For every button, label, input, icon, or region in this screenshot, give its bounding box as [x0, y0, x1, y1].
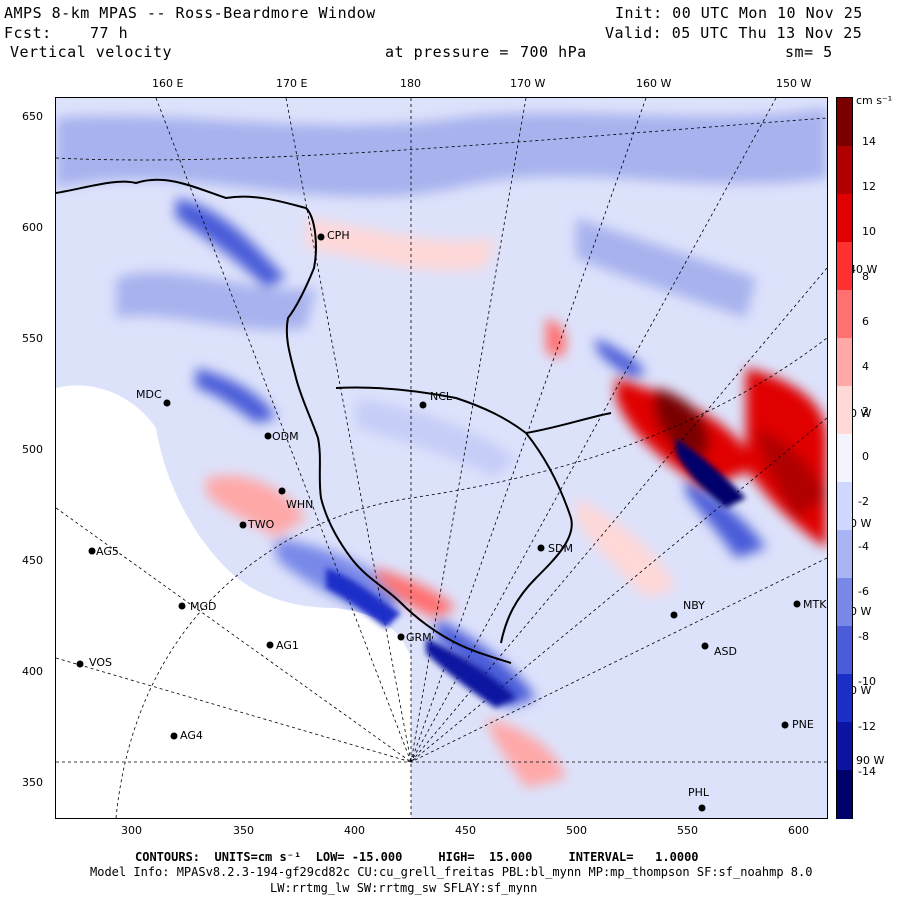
- ascent-areas: [206, 218, 827, 788]
- colorbar-segment: [837, 530, 852, 579]
- colorbar-tick-label: -10: [858, 675, 876, 688]
- station-label: NBY: [683, 599, 705, 612]
- x-tick-350: 350: [233, 824, 254, 837]
- pressure-level: 700 hPa: [520, 43, 587, 61]
- colorbar-segment: [837, 98, 852, 147]
- forecast-label: Fcst:: [4, 24, 52, 42]
- station-label: SDM: [548, 542, 573, 555]
- colorbar-tick-label: 0: [862, 450, 869, 463]
- station-label: GRM: [406, 631, 432, 644]
- y-tick-400: 400: [22, 665, 43, 678]
- forecast-hour: 77 h: [90, 24, 129, 42]
- pressure-label: at pressure =: [385, 43, 509, 61]
- colorbar-tick-label: 6: [862, 315, 869, 328]
- valid-time: Valid: 05 UTC Thu 13 Nov 25: [605, 24, 863, 42]
- station-label: MGD: [190, 600, 217, 613]
- lon-label-170w: 170 W: [510, 77, 546, 90]
- colorbar-segment: [837, 770, 852, 819]
- station-label: TWO: [248, 518, 275, 531]
- colorbar-tick-label: 12: [862, 180, 876, 193]
- station-label: AG5: [96, 545, 119, 558]
- coastal-mountain-wave: [326, 438, 746, 708]
- colorbar-tick-label: 2: [862, 405, 869, 418]
- station-label: ASD: [714, 645, 737, 658]
- colorbar-tick-label: -12: [858, 720, 876, 733]
- colorbar-tick-label: -2: [858, 495, 869, 508]
- colorbar-tick-label: 8: [862, 270, 869, 283]
- model-info: Model Info: MPASv8.2.3-194-gf29cd82c CU:…: [90, 865, 813, 879]
- y-tick-500: 500: [22, 443, 43, 456]
- y-tick-600: 600: [22, 221, 43, 234]
- colorbar-segment: [837, 194, 852, 243]
- colorbar-segment: [837, 338, 852, 387]
- station-label: AG1: [276, 639, 299, 652]
- lon-label-160e: 160 E: [152, 77, 184, 90]
- field-name: Vertical velocity: [10, 43, 173, 61]
- station-label: NCL: [430, 390, 453, 403]
- colorbar: [836, 97, 853, 819]
- x-tick-450: 450: [455, 824, 476, 837]
- lon-label-180: 180: [400, 77, 421, 90]
- x-tick-500: 500: [566, 824, 587, 837]
- colorbar-segment: [837, 434, 852, 483]
- colorbar-segment: [837, 146, 852, 195]
- y-tick-650: 650: [22, 110, 43, 123]
- x-tick-400: 400: [344, 824, 365, 837]
- graticule: [56, 98, 827, 818]
- y-tick-350: 350: [22, 776, 43, 789]
- colorbar-segment: [837, 290, 852, 339]
- colorbar-segment: [837, 482, 852, 531]
- colorbar-tick-label: -14: [858, 765, 876, 778]
- lon-label-160w: 160 W: [636, 77, 672, 90]
- contour-info: CONTOURS: UNITS=cm s⁻¹ LOW= -15.000 HIGH…: [135, 850, 699, 864]
- station-markers: [76, 233, 801, 812]
- init-time: Init: 00 UTC Mon 10 Nov 25: [615, 4, 863, 22]
- lon-label-150w: 150 W: [776, 77, 812, 90]
- x-tick-550: 550: [677, 824, 698, 837]
- station-label: PHL: [688, 786, 710, 799]
- lon-label-90w: 90 W: [856, 754, 885, 767]
- colorbar-tick-label: 4: [862, 360, 869, 373]
- model-info-physics: LW:rrtmg_lw SW:rrtmg_sw SFLAY:sf_mynn: [270, 881, 538, 895]
- colorbar-segment: [837, 626, 852, 675]
- colorbar-units: cm s⁻¹: [856, 94, 893, 107]
- map-panel: [55, 97, 828, 819]
- station-label: ODM: [272, 430, 299, 443]
- station-label: AG4: [180, 729, 203, 742]
- colorbar-tick-label: -6: [858, 585, 869, 598]
- x-tick-600: 600: [788, 824, 809, 837]
- colorbar-segment: [837, 386, 852, 435]
- x-tick-300: 300: [121, 824, 142, 837]
- lon-label-170e: 170 E: [276, 77, 308, 90]
- station-label: PNE: [792, 718, 814, 731]
- station-label: MTK: [803, 598, 827, 611]
- colorbar-tick-label: 10: [862, 225, 876, 238]
- colorbar-tick-label: -4: [858, 540, 869, 553]
- no-data-region: [56, 385, 411, 818]
- station-label: WHN: [286, 498, 314, 511]
- colorbar-segment: [837, 578, 852, 627]
- station-label: MDC: [136, 388, 162, 401]
- colorbar-segment: [837, 722, 852, 771]
- smoothing-value: sm= 5: [785, 43, 833, 61]
- colorbar-tick-label: 14: [862, 135, 876, 148]
- map-svg: [56, 98, 827, 818]
- colorbar-segment: [837, 242, 852, 291]
- colorbar-tick-label: -8: [858, 630, 869, 643]
- y-tick-450: 450: [22, 554, 43, 567]
- station-label: CPH: [327, 229, 350, 242]
- y-tick-550: 550: [22, 332, 43, 345]
- colorbar-segment: [837, 674, 852, 723]
- map-title: AMPS 8-km MPAS -- Ross-Beardmore Window: [4, 4, 376, 22]
- station-label: VOS: [89, 656, 112, 669]
- coastline: [56, 178, 612, 664]
